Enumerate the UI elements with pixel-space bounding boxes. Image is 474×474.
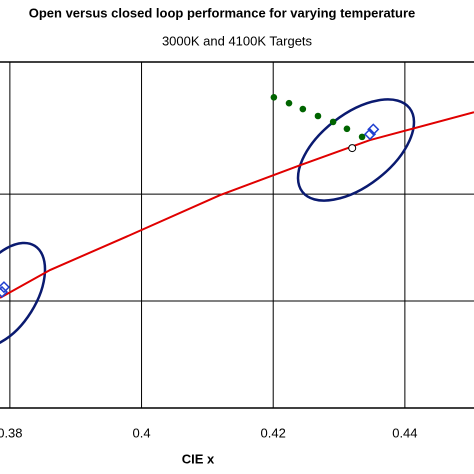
plot-border xyxy=(0,61,474,409)
point xyxy=(343,125,351,133)
point xyxy=(329,118,337,126)
x-tick-label: 0.44 xyxy=(392,425,417,440)
x-tick-label: 0.42 xyxy=(261,425,286,440)
chart-subtitle: 3000K and 4100K Targets xyxy=(162,33,313,48)
point xyxy=(270,93,278,101)
point xyxy=(358,133,366,141)
point xyxy=(0,285,9,299)
point xyxy=(285,99,293,107)
plot-area xyxy=(0,93,474,349)
x-tick-label: 0.4 xyxy=(133,425,151,440)
point xyxy=(363,128,377,141)
x-axis-label: CIE x xyxy=(182,451,215,466)
point xyxy=(0,281,11,294)
point xyxy=(299,105,307,113)
point xyxy=(367,123,380,136)
chart-title: Open versus closed loop performance for … xyxy=(29,5,416,20)
x-tick-label: 0.38 xyxy=(0,425,23,440)
point xyxy=(348,144,357,153)
point xyxy=(314,112,322,120)
ellipse xyxy=(0,241,47,349)
